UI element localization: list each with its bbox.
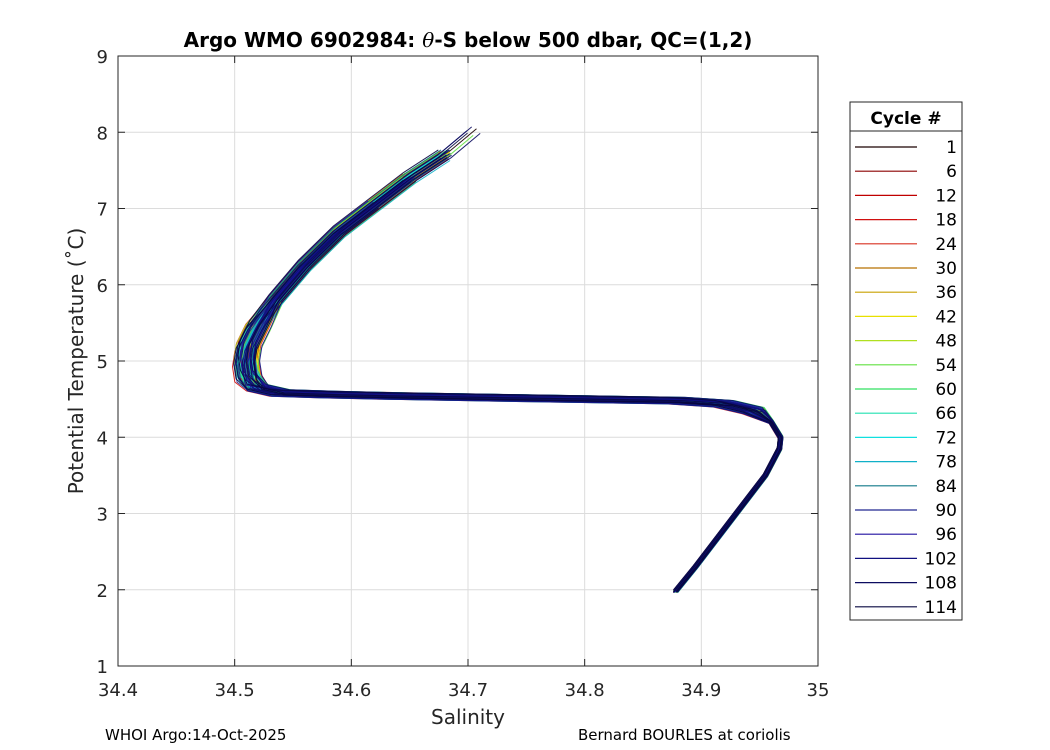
chart-title: Argo WMO 6902984: θ-S below 500 dbar, QC… (184, 28, 753, 52)
legend: Cycle # 1 6 12 18 24 30 36 42 48 54 60 66 72 78 84 90 96… (849, 101, 963, 621)
axis-ticks: 34.4 34.5 34.6 34.7 34.8 34.9 35 1 2 3 4 5 6 7 8 9 (97, 47, 830, 701)
legend-label: 90 (935, 501, 957, 521)
y-tick-label: 7 (97, 200, 108, 221)
x-tick-label: 34.6 (331, 680, 371, 701)
legend-label: 72 (935, 428, 957, 448)
footer-right-credit: Bernard BOURLES at coriolis (578, 726, 791, 744)
x-tick-label: 34.7 (448, 680, 488, 701)
x-tick-label: 34.9 (681, 680, 721, 701)
legend-label: 60 (935, 380, 957, 400)
legend-label: 48 (935, 332, 957, 352)
y-tick-label: 9 (97, 47, 108, 68)
legend-label: 84 (935, 477, 957, 497)
legend-label: 30 (935, 259, 957, 279)
profile-line (253, 156, 782, 593)
y-axis-label: Potential Temperature (˚C) (64, 228, 88, 495)
x-tick-label: 34.5 (215, 680, 255, 701)
legend-label: 78 (935, 453, 957, 473)
legend-entries: 1 6 12 18 24 30 36 42 48 54 60 66 72 78 84 90 96 102 108 11… (855, 138, 957, 618)
legend-label: 114 (925, 598, 957, 618)
legend-label: 1 (946, 138, 957, 158)
legend-label: 18 (935, 211, 957, 231)
legend-label: 108 (925, 574, 957, 594)
legend-label: 6 (946, 162, 957, 182)
legend-label: 66 (935, 404, 957, 424)
profile-line (237, 149, 780, 591)
legend-label: 12 (935, 186, 957, 206)
y-tick-label: 6 (97, 276, 108, 297)
chart-title-prefix: Argo WMO 6902984: (184, 28, 423, 52)
legend-label: 42 (935, 307, 957, 327)
profile-lines (231, 126, 784, 594)
footer-left-credit: WHOI Argo:14-Oct-2025 (105, 726, 287, 744)
legend-label: 24 (935, 235, 957, 255)
y-tick-label: 4 (97, 428, 108, 449)
y-tick-label: 3 (97, 505, 108, 526)
legend-label: 102 (925, 549, 957, 569)
x-tick-label: 35 (807, 680, 830, 701)
legend-title: Cycle # (870, 109, 941, 129)
legend-label: 54 (935, 356, 957, 376)
x-axis-label: Salinity (431, 705, 505, 729)
y-tick-label: 1 (97, 657, 108, 678)
x-tick-label: 34.4 (98, 680, 138, 701)
y-tick-label: 5 (97, 352, 108, 373)
x-tick-label: 34.8 (565, 680, 605, 701)
legend-label: 36 (935, 283, 957, 303)
legend-label: 96 (935, 525, 957, 545)
y-tick-label: 8 (97, 123, 108, 144)
chart-title-suffix: -S below 500 dbar, QC=(1,2) (434, 28, 752, 52)
chart-title-theta: θ (422, 28, 434, 52)
y-tick-label: 2 (97, 581, 108, 602)
